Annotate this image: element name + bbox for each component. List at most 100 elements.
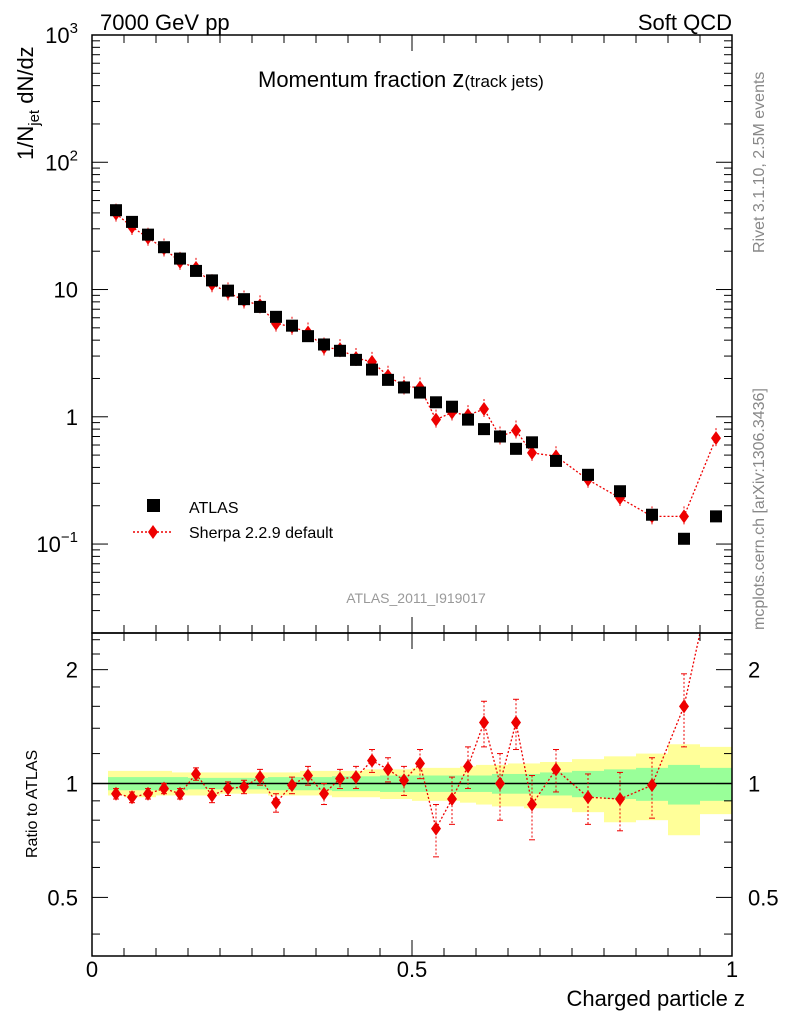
y-tick-label-base: 10 [45,150,69,175]
ratio-sherpa-point [383,762,393,777]
ratio-sherpa-point [255,770,265,785]
ratio-sherpa-point [287,778,297,793]
atlas-point [222,284,234,297]
main-panel: Momentum fraction z(track jets) ATLAS_20… [13,20,733,634]
ratio-sherpa-point [367,753,377,768]
atlas-point [254,300,266,313]
ratio-y-label: Ratio to ATLAS [24,750,41,858]
ratio-sherpa-point [447,792,457,807]
ratio-sherpa-point [463,759,473,774]
y-tick-label: 102 [45,147,78,175]
ratio-sherpa-point [679,699,689,714]
ratio-sherpa-point [399,773,409,788]
atlas-point [270,310,282,323]
y-tick-label: 10−1 [36,529,78,557]
atlas-point [446,400,458,413]
header-right: Soft QCD [638,10,732,35]
y-tick-label: 103 [45,20,78,48]
ratio-y-tick-label-right: 0.5 [748,885,779,910]
ratio-sherpa-point [551,762,561,777]
y-label-sub: jet [26,109,43,127]
main-frame [91,34,733,634]
atlas-point [582,468,594,481]
ratio-sherpa-point [143,786,153,801]
ratio-sherpa-point [271,795,281,810]
ratio-sherpa-point [351,770,361,785]
atlas-point [614,485,626,498]
sherpa-point [431,412,441,427]
ratio-sherpa-point [647,778,657,793]
sherpa-line [115,213,717,518]
ratio-y-tick-label-left: 2 [66,658,78,683]
ratio-sherpa-point [319,786,329,801]
atlas-point [462,413,474,426]
watermark: ATLAS_2011_I919017 [346,590,486,606]
atlas-point [550,454,562,467]
atlas-point [318,338,330,351]
y-tick-label-exp: 2 [70,147,78,164]
sherpa-point [479,402,489,417]
ratio-sherpa-point [207,788,217,803]
ratio-sherpa-point [527,797,537,812]
y-tick-label: 1 [66,405,78,430]
y-tick-label-exp: 3 [70,20,78,37]
y-tick-label-base: 10 [36,532,60,557]
legend-atlas-label: ATLAS [189,500,239,517]
y-label-tail: dN/dz [13,46,38,110]
legend-sherpa-marker [148,525,158,539]
ratio-sherpa-point [415,756,425,771]
rivet-label: Rivet 3.1.10, 2.5M events [751,72,768,253]
sherpa-point [679,509,689,524]
ratio-sherpa-point [495,776,505,791]
ratio-panel: 0.5 0.5 1 1 2 2 0 0.5 1 Ratio to ATLAS Charged p… [24,632,779,1011]
atlas-point [478,423,490,436]
legend-atlas-marker [147,499,160,512]
legend-sherpa-label: Sherpa 2.2.9 default [189,525,334,542]
y-tick-label-exp: −1 [61,529,78,546]
atlas-point [398,381,410,394]
y-tick-label: 10 [54,278,78,303]
atlas-point [510,442,522,455]
x-axis-label: Charged particle z [566,986,745,1011]
x-tick-label: 0.5 [397,957,428,982]
ratio-frame [91,632,733,957]
plot-title-var: z [452,66,464,93]
atlas-point [190,264,202,277]
atlas-point [238,293,250,306]
atlas-point [710,510,722,523]
atlas-point [174,252,186,265]
uncertainty-band-inner [668,764,700,805]
atlas-point [646,508,658,521]
atlas-point [286,319,298,332]
y-label-main: 1/N [13,126,38,160]
ratio-y-tick-label-right: 1 [748,772,760,797]
atlas-point [430,396,442,409]
ratio-sherpa-point [303,768,313,783]
atlas-point [366,363,378,376]
x-tick-label: 1 [726,957,738,982]
ratio-sherpa-point [335,771,345,786]
atlas-point [158,241,170,254]
sherpa-point [527,445,537,460]
atlas-point [142,228,154,241]
ratio-sherpa-point [191,766,201,781]
plot-title: Momentum fraction z(track jets) [258,66,544,93]
atlas-point [526,436,538,449]
atlas-point [350,353,362,366]
plot-title-sub: (track jets) [464,72,543,91]
mcplots-label: mcplots.cern.ch [arXiv:1306.3436] [751,388,768,630]
ratio-sherpa-point [127,790,137,805]
y-axis-label: 1/Njet dN/dz [13,46,43,160]
sherpa-point [511,423,521,438]
ratio-sherpa-point [239,779,249,794]
ratio-sherpa-point [511,715,521,730]
ratio-sherpa-point [583,790,593,805]
atlas-point [678,532,690,545]
plot-title-text: Momentum fraction [258,67,446,92]
atlas-point [334,344,346,357]
legend: ATLAS Sherpa 2.2.9 default [133,499,334,542]
ratio-sherpa-point [223,781,233,796]
ratio-y-tick-label-right: 2 [748,658,760,683]
ratio-sherpa-point [615,792,625,807]
